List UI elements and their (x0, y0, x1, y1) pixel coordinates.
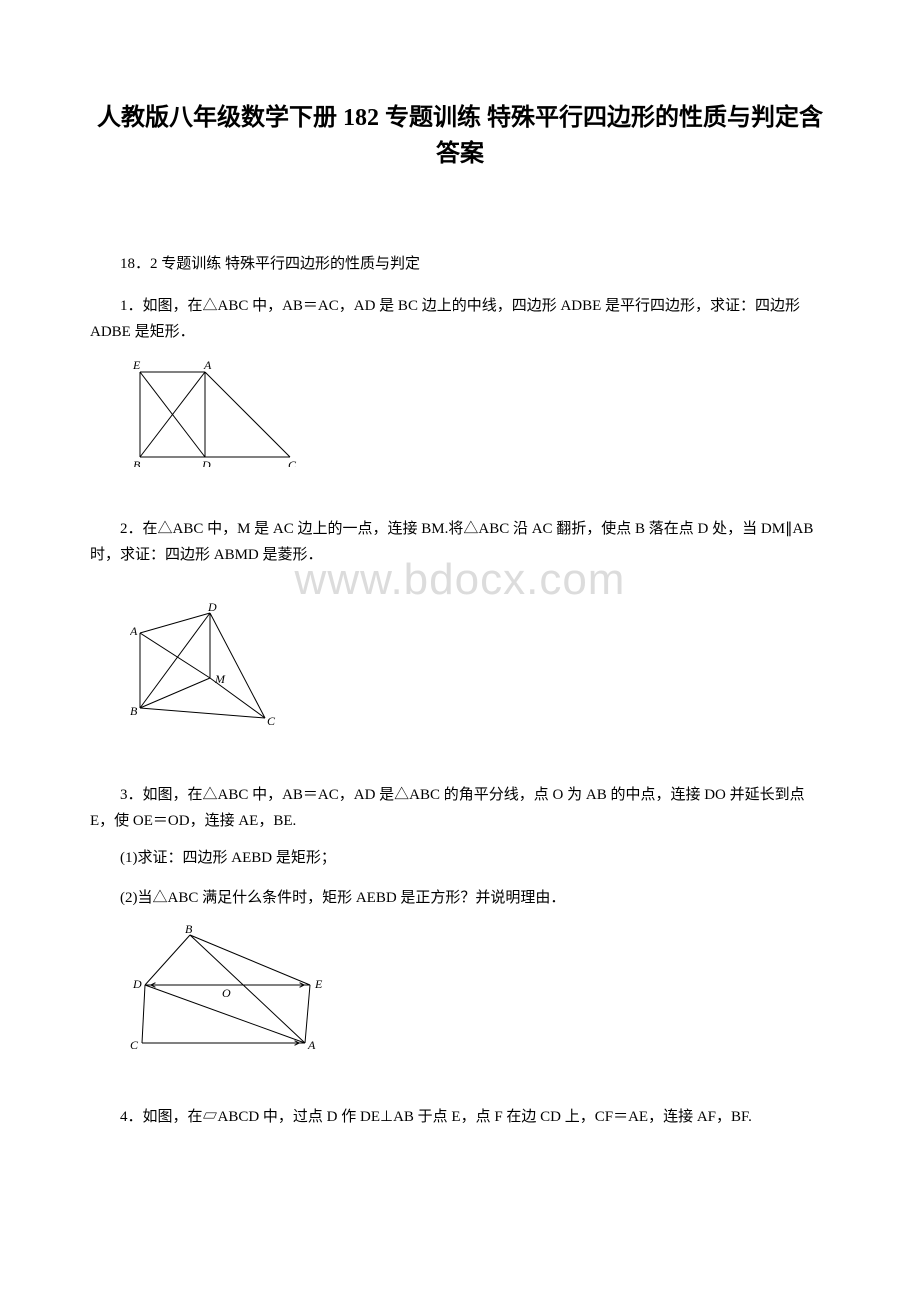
svg-text:D: D (207, 603, 217, 614)
svg-text:O: O (222, 986, 231, 1000)
svg-text:C: C (267, 714, 276, 728)
problem-3-1: (1)求证：四边形 AEBD 是矩形； (90, 846, 830, 872)
svg-text:C: C (130, 1038, 139, 1052)
svg-text:B: B (185, 925, 193, 936)
svg-text:M: M (214, 672, 226, 686)
figure-3: B D E O C A (90, 925, 830, 1055)
section-heading: 18．2 专题训练 特殊平行四边形的性质与判定 (90, 252, 830, 276)
svg-text:E: E (314, 977, 323, 991)
figure-1-svg: E A B D C (130, 357, 305, 467)
figure-1: E A B D C (90, 357, 830, 467)
svg-text:B: B (133, 458, 141, 467)
svg-text:D: D (201, 458, 211, 467)
figure-3-svg: B D E O C A (130, 925, 340, 1055)
svg-text:B: B (130, 704, 138, 718)
problem-3: 3．如图，在△ABC 中，AB＝AC，AD 是△ABC 的角平分线，点 O 为 … (90, 783, 830, 834)
svg-text:D: D (132, 977, 142, 991)
problem-3-2: (2)当△ABC 满足什么条件时，矩形 AEBD 是正方形？并说明理由． (90, 886, 830, 912)
problem-1: 1．如图，在△ABC 中，AB＝AC，AD 是 BC 边上的中线，四边形 ADB… (90, 294, 830, 345)
figure-2-svg: A D M B C (130, 603, 290, 733)
svg-text:C: C (288, 458, 297, 467)
svg-text:E: E (132, 358, 141, 372)
problem-2: 2．在△ABC 中，M 是 AC 边上的一点，连接 BM.将△ABC 沿 AC … (90, 517, 830, 568)
document-content: 人教版八年级数学下册 182 专题训练 特殊平行四边形的性质与判定含答案 18．… (90, 100, 830, 1131)
problem-4: 4．如图，在▱ABCD 中，过点 D 作 DE⊥AB 于点 E，点 F 在边 C… (90, 1105, 830, 1131)
figure-2: A D M B C (90, 603, 830, 733)
svg-text:A: A (130, 624, 138, 638)
document-title: 人教版八年级数学下册 182 专题训练 特殊平行四边形的性质与判定含答案 (90, 100, 830, 172)
svg-text:A: A (203, 358, 212, 372)
svg-text:A: A (307, 1038, 316, 1052)
